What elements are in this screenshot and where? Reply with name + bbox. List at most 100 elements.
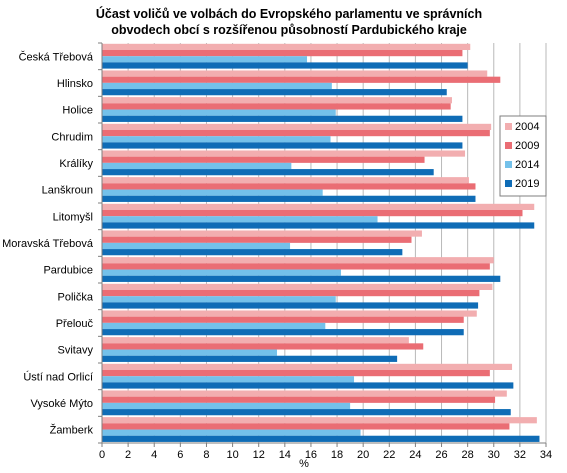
legend-label-2014: 2014 [515, 159, 539, 171]
bar-2014 [102, 56, 308, 63]
axes: Česká Třebová Hlinsko Holice Chrudim Králíky… [2, 42, 552, 461]
legend-label-2004: 2004 [515, 121, 539, 133]
bar-2009 [102, 183, 476, 190]
bar-2009 [102, 370, 490, 377]
bar-2009 [102, 236, 412, 243]
x-tick-label: 20 [357, 449, 369, 461]
bar-2004 [102, 230, 422, 237]
category-label: Litomyšl [53, 211, 93, 223]
bar-2004 [102, 390, 507, 397]
category-label: Králíky [59, 158, 93, 170]
x-tick-label: 22 [383, 449, 395, 461]
x-tick-label: 18 [331, 449, 343, 461]
x-tick-label: 28 [462, 449, 474, 461]
x-tick-label: 26 [435, 449, 447, 461]
x-axis-label: % [299, 458, 309, 470]
x-tick-label: 34 [540, 449, 552, 461]
bar-2014 [102, 162, 292, 170]
category-label: Přelouč [56, 318, 94, 330]
bar-2014 [102, 296, 336, 303]
legend-swatch-2014 [505, 161, 512, 168]
x-tick-label: 10 [226, 449, 238, 461]
bar-2009 [102, 423, 510, 430]
bar-2014 [102, 429, 361, 436]
bar-2014 [102, 82, 332, 90]
category-label: Polička [58, 291, 94, 303]
bar-2014 [102, 136, 331, 143]
bar-2019 [102, 249, 403, 256]
bar-2009 [102, 210, 523, 217]
category-label: Ústí nad Orlicí [23, 370, 93, 383]
x-tick-label: 30 [488, 449, 500, 461]
bar-2004 [102, 123, 492, 130]
bar-2004 [102, 310, 477, 317]
bar-2009 [102, 50, 463, 57]
legend-swatch-2009 [505, 142, 512, 149]
bar-2009 [102, 343, 424, 350]
legend-label-2009: 2009 [515, 140, 539, 152]
legend-swatch-2004 [505, 123, 512, 130]
bar-2019 [102, 169, 434, 176]
category-label: Pardubice [43, 265, 93, 277]
bar-2004 [102, 177, 469, 184]
bar-2019 [102, 302, 479, 309]
bar-2009 [102, 263, 490, 270]
x-tick-label: 4 [151, 449, 157, 461]
x-tick-label: 14 [279, 449, 291, 461]
bar-2004 [102, 283, 493, 290]
bar-2009 [102, 76, 501, 83]
bar-2004 [102, 417, 537, 424]
plot-area [102, 43, 547, 443]
category-label: Vysoké Mýto [30, 398, 93, 410]
bar-2014 [102, 376, 355, 383]
bar-2009 [102, 290, 480, 297]
x-tick-label: 6 [177, 449, 183, 461]
bar-2014 [102, 242, 291, 250]
bar-2004 [102, 337, 409, 344]
bar-2014 [102, 189, 323, 196]
category-label: Svitavy [58, 345, 94, 357]
category-label: Žamberk [50, 424, 94, 437]
bar-2019 [102, 409, 511, 416]
category-label: Holice [62, 105, 93, 117]
bar-2004 [102, 363, 513, 370]
bar-2014 [102, 349, 277, 356]
bar-2014 [102, 402, 351, 410]
category-label: Moravská Třebová [2, 238, 94, 250]
category-label: Hlinsko [57, 78, 93, 90]
bar-2019 [102, 355, 398, 362]
bar-2019 [102, 142, 463, 149]
bar-2004 [102, 257, 494, 264]
bar-2014 [102, 322, 326, 330]
chart-title-line-1: Účast voličů ve volbách do Evropského pa… [96, 6, 482, 21]
bar-2019 [102, 222, 535, 229]
x-tick-label: 12 [253, 449, 265, 461]
x-tick-label: 32 [514, 449, 526, 461]
bar-2009 [102, 103, 451, 110]
x-tick-label: 2 [125, 449, 131, 461]
bar-2004 [102, 150, 466, 157]
bar-2019 [102, 382, 514, 389]
bar-2014 [102, 109, 336, 116]
bar-2014 [102, 269, 341, 276]
bar-2019 [102, 62, 468, 69]
bar-2019 [102, 435, 540, 442]
legend-label-2019: 2019 [515, 178, 539, 190]
bar-2009 [102, 396, 496, 403]
x-tick-label: 8 [203, 449, 209, 461]
bar-2009 [102, 130, 490, 137]
x-tick-label: 16 [305, 449, 317, 461]
bar-2019 [102, 329, 464, 336]
x-tick-label: 0 [99, 449, 105, 461]
legend-swatch-2019 [505, 180, 512, 187]
category-label: Chrudim [51, 131, 93, 143]
bar-2004 [102, 70, 488, 77]
category-label: Lanškroun [42, 185, 93, 197]
bar-2004 [102, 203, 535, 210]
x-tick-label: 24 [409, 449, 421, 461]
bar-2019 [102, 89, 447, 96]
bar-2014 [102, 216, 378, 223]
bar-2009 [102, 156, 425, 163]
bar-2019 [102, 195, 476, 202]
